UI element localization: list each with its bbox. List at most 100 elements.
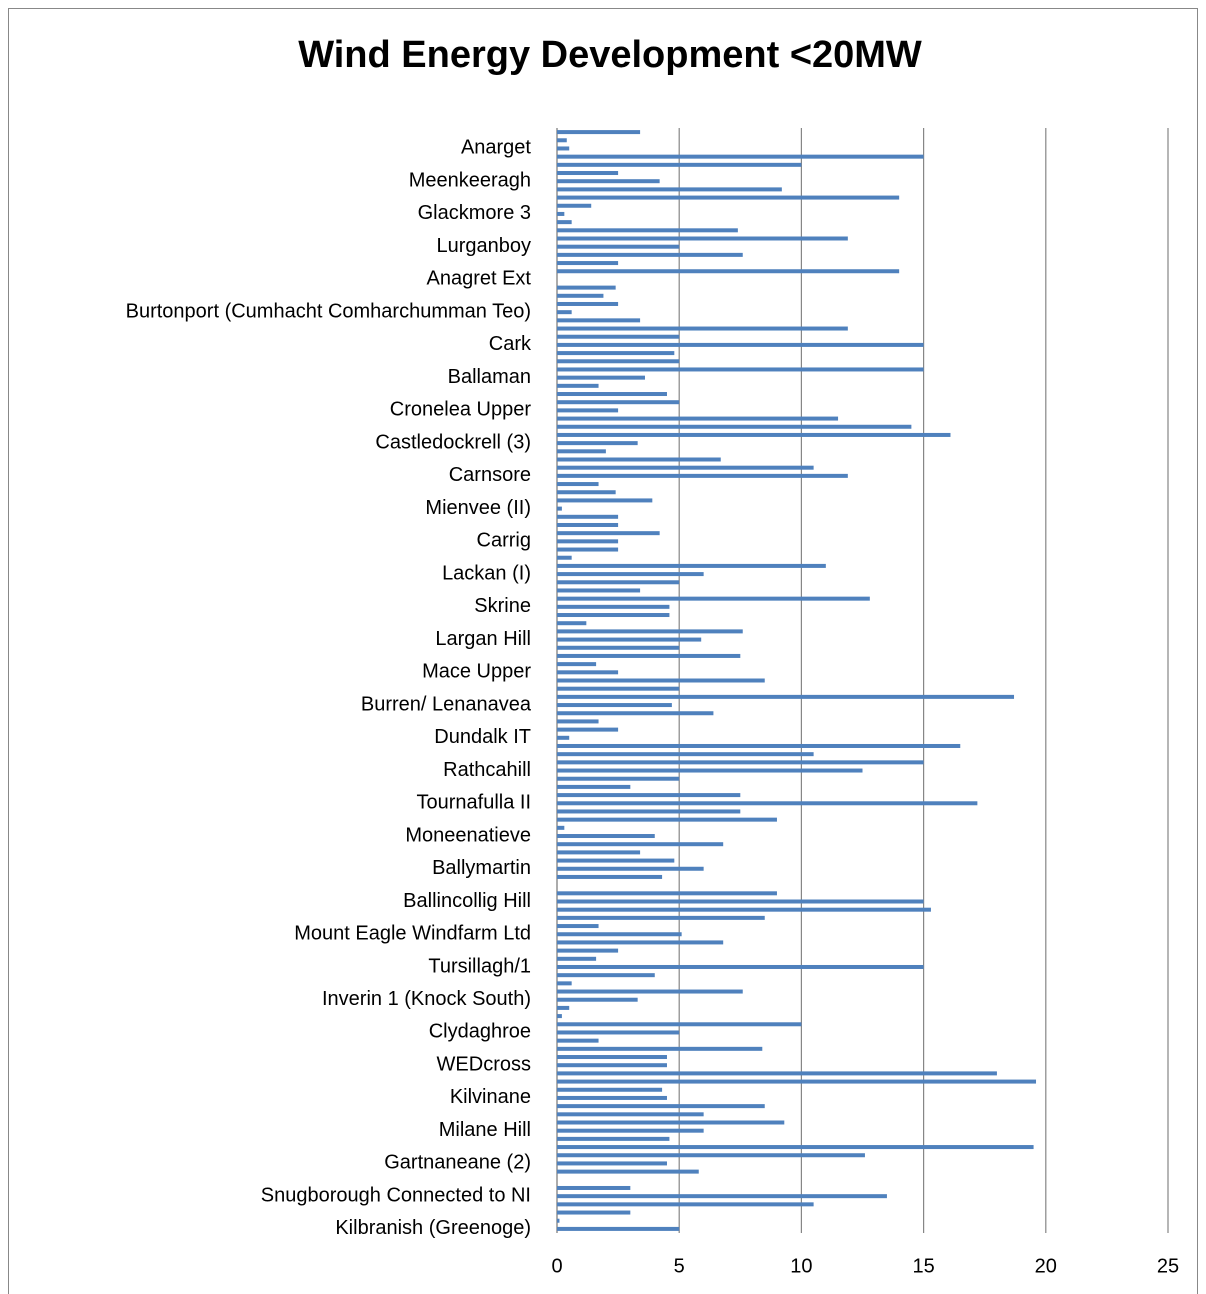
bar (557, 1210, 631, 1215)
bar (557, 964, 924, 969)
bar (557, 146, 570, 151)
y-tick-label: Skrine (474, 595, 531, 617)
bar (557, 809, 741, 814)
bar (557, 269, 900, 274)
y-tick-label: Burtonport (Cumhacht Comharchumman Teo) (126, 300, 531, 322)
bar (557, 1226, 680, 1231)
y-tick-label: Cronelea Upper (390, 399, 532, 421)
bar (557, 563, 826, 568)
bar (557, 989, 743, 994)
bar (557, 457, 721, 462)
bar (557, 940, 724, 945)
bar (557, 1046, 763, 1051)
x-tick-label: 5 (674, 1255, 685, 1277)
bar (557, 130, 641, 135)
bar (557, 211, 565, 216)
bar (557, 531, 660, 536)
bar (557, 449, 606, 454)
bar (557, 1185, 631, 1190)
bar (557, 768, 863, 773)
y-tick-label: Mace Upper (422, 661, 531, 683)
bar (557, 293, 604, 298)
bar (557, 1030, 680, 1035)
bar (557, 580, 680, 585)
bar (557, 604, 670, 609)
bar (557, 1022, 802, 1027)
bar (557, 408, 619, 413)
y-tick-label: Tournafulla II (416, 792, 531, 814)
y-tick-label: Burren/ Lenanavea (361, 693, 532, 715)
bar (557, 285, 616, 290)
bar (557, 203, 592, 208)
bar (557, 301, 619, 306)
y-tick-label: Ballymartin (432, 857, 531, 879)
y-tick-label: Carrig (477, 530, 531, 552)
bar (557, 956, 597, 961)
y-tick-label: Carnsore (449, 464, 531, 486)
y-tick-label: Lackan (I) (442, 562, 531, 584)
bar (557, 662, 597, 667)
y-tick-label: Clydaghroe (429, 1021, 531, 1043)
y-tick-label: Ballaman (448, 366, 531, 388)
bar (557, 514, 619, 519)
bar (557, 1128, 704, 1133)
y-tick-label: Inverin 1 (Knock South) (322, 988, 531, 1010)
bar (557, 441, 638, 446)
bar (557, 973, 655, 978)
bar (557, 1153, 865, 1158)
bar (557, 465, 814, 470)
bar (557, 432, 951, 437)
bar (557, 1169, 699, 1174)
bar (557, 752, 814, 757)
bar (557, 228, 738, 233)
bar (557, 907, 931, 912)
bar (557, 760, 924, 765)
bar (557, 858, 675, 863)
bar (557, 555, 572, 560)
bar (557, 686, 680, 691)
bar (557, 179, 660, 184)
bar (557, 891, 777, 896)
bar (557, 629, 743, 634)
bar (557, 195, 900, 200)
y-tick-label: Largan Hill (435, 628, 531, 650)
bar (557, 743, 961, 748)
y-tick-label: Kilvinane (450, 1086, 531, 1108)
bar (557, 637, 702, 642)
y-tick-label: Cark (489, 333, 532, 355)
bar (557, 694, 1015, 699)
bar (557, 539, 619, 544)
bar (557, 522, 619, 527)
bar (557, 825, 565, 830)
bar (557, 735, 570, 740)
chart-border (8, 8, 1198, 1294)
y-tick-label: Anagret Ext (426, 268, 531, 290)
y-tick-label: Kilbranish (Greenoge) (335, 1217, 531, 1239)
bar (557, 915, 765, 920)
y-tick-label: Tursillagh/1 (428, 955, 531, 977)
y-tick-label: Anarget (461, 137, 531, 159)
bar (557, 547, 619, 552)
bar (557, 318, 641, 323)
bar (557, 1112, 704, 1117)
bar (557, 416, 839, 421)
bar (557, 670, 619, 675)
bar (557, 981, 572, 986)
bar (557, 154, 924, 159)
bar (557, 342, 924, 347)
bar (557, 367, 924, 372)
y-tick-label: Mount Eagle Windfarm Ltd (294, 923, 531, 945)
bar (557, 1071, 997, 1076)
bar (557, 506, 562, 511)
bar (557, 473, 848, 478)
bar (557, 613, 670, 618)
y-tick-label: Snugborough Connected to NI (261, 1184, 531, 1206)
y-tick-label: Meenkeeragh (409, 169, 531, 191)
bar (557, 400, 680, 405)
bar (557, 375, 645, 380)
chart-title: Wind Energy Development <20MW (298, 34, 922, 76)
bar (557, 490, 616, 495)
bar (557, 1202, 814, 1207)
bar (557, 572, 704, 577)
bar (557, 261, 619, 266)
